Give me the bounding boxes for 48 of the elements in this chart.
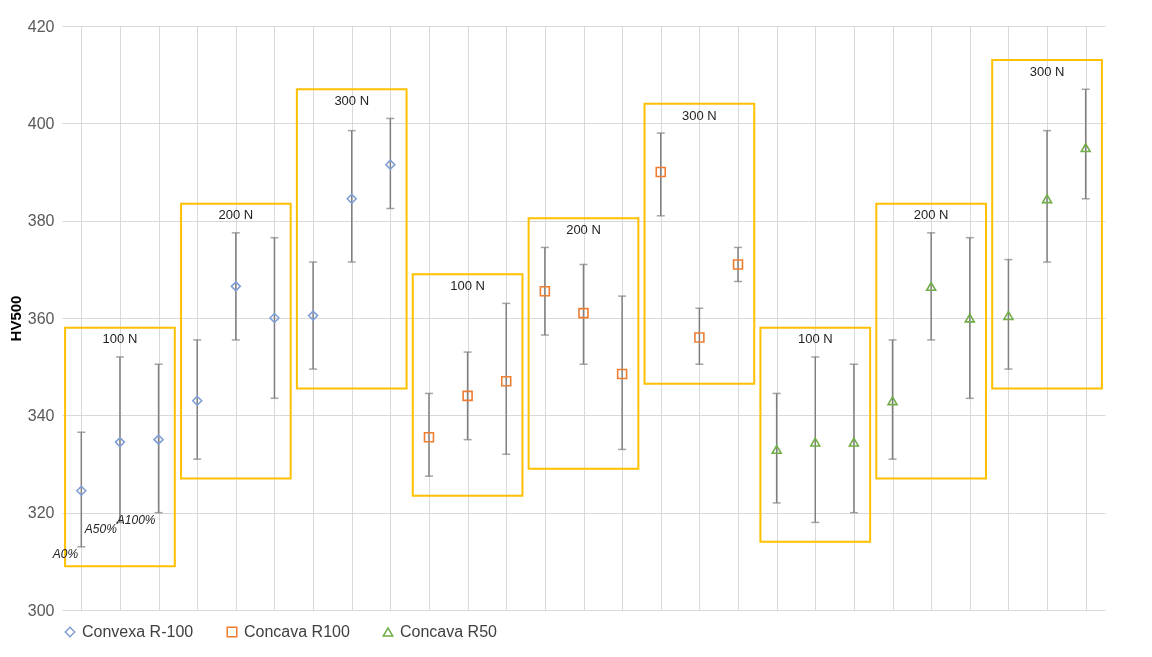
point — [925, 281, 937, 292]
y-tick-label: 360 — [27, 309, 55, 327]
annotation: 300 N — [334, 92, 370, 108]
point — [191, 395, 203, 407]
point — [500, 375, 512, 387]
point — [732, 259, 744, 270]
legend-label: Concava R50 — [400, 623, 498, 640]
annotation: 300 N — [1029, 63, 1065, 79]
point — [423, 431, 435, 443]
point — [964, 313, 976, 323]
annotation: 200 N — [913, 207, 949, 223]
point — [578, 307, 589, 319]
y-axis-title: HV500 — [6, 295, 24, 342]
point — [307, 310, 319, 321]
legend-label: Convexa R-100 — [82, 623, 194, 640]
y-tick-label: 380 — [27, 212, 55, 230]
point — [848, 437, 860, 447]
point — [76, 485, 87, 497]
point — [810, 437, 821, 447]
annotation: 100 N — [450, 277, 485, 293]
point — [1041, 194, 1053, 204]
point — [694, 332, 705, 343]
point — [114, 436, 126, 448]
y-tick-label: 320 — [27, 504, 55, 522]
annotation: 100 N — [797, 331, 833, 347]
point — [153, 434, 164, 445]
point — [616, 368, 628, 380]
y-tick-label: 340 — [27, 406, 55, 424]
point — [385, 159, 396, 170]
point — [346, 193, 357, 205]
point — [539, 285, 551, 297]
point — [230, 281, 242, 292]
y-tick-label: 300 — [27, 601, 55, 619]
annotation: 200 N — [566, 221, 601, 237]
point — [887, 396, 898, 406]
annotation: 300 N — [682, 107, 717, 123]
point — [655, 166, 667, 178]
legend-label: Concava R100 — [244, 623, 350, 640]
annotation: 100 N — [102, 331, 138, 347]
point — [1080, 142, 1091, 153]
annotation: 200 N — [218, 207, 254, 223]
y-tick-label: 420 — [27, 17, 55, 35]
annotation: A100% — [115, 512, 156, 527]
point — [771, 444, 782, 455]
point — [269, 312, 280, 324]
point — [1003, 310, 1014, 321]
y-tick-label: 400 — [27, 114, 55, 132]
point — [462, 390, 473, 402]
